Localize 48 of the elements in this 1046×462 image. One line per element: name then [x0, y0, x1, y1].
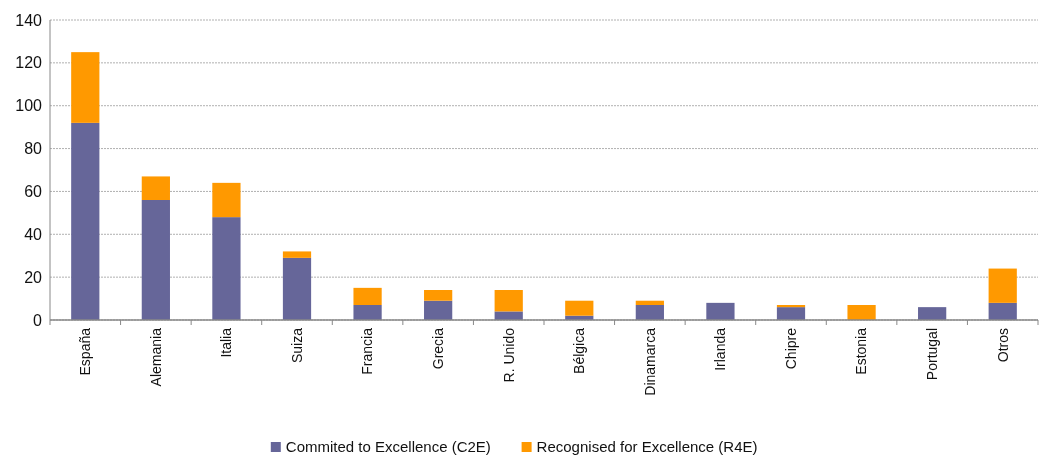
y-tick-label: 80: [24, 140, 43, 158]
y-tick-label: 100: [15, 97, 43, 115]
bar: [353, 305, 382, 320]
x-tick-label: Bélgica: [571, 327, 588, 374]
x-tick-label: Otros: [994, 328, 1011, 363]
x-tick-label: Chipre: [782, 327, 799, 370]
bar: [282, 251, 312, 258]
bar: [71, 122, 100, 320]
bar: [494, 290, 523, 312]
bar: [635, 305, 664, 320]
bar: [706, 302, 735, 320]
x-tick-label: Portugal: [924, 328, 941, 381]
y-tick-label: 20: [24, 268, 43, 286]
bar: [353, 287, 382, 305]
x-tick-label: R. Unido: [500, 327, 517, 383]
y-tick-label: 0: [33, 311, 43, 329]
bar: [141, 176, 170, 200]
bar: [776, 307, 806, 320]
bar: [776, 305, 806, 308]
x-tick-label: Irlanda: [712, 327, 729, 371]
bar: [847, 305, 876, 320]
bar: [988, 302, 1017, 320]
legend-label: Recognised for Excellence (R4E): [536, 438, 758, 455]
legend-label: Commited to Excellence (C2E): [285, 438, 491, 455]
bar: [565, 300, 594, 316]
bar: [212, 182, 241, 218]
x-tick-label: España: [77, 327, 94, 376]
bar: [988, 268, 1017, 303]
x-tick-label: Francia: [359, 327, 376, 375]
x-tick-label: Dinamarca: [641, 327, 658, 396]
bar: [424, 290, 453, 301]
x-tick-label: Italia: [218, 327, 235, 358]
x-tick-label: Alemania: [147, 327, 164, 387]
x-tick-label: Grecia: [430, 327, 447, 370]
y-tick-label: 60: [24, 183, 43, 201]
x-tick-label: Suiza: [288, 327, 305, 364]
y-tick-label: 40: [24, 225, 43, 243]
bar: [494, 311, 523, 320]
bar: [212, 217, 241, 320]
y-tick-label: 120: [15, 54, 43, 72]
bar: [141, 200, 170, 320]
bar: [635, 300, 664, 305]
y-tick-label: 140: [15, 11, 43, 29]
bar: [282, 257, 312, 320]
x-tick-label: Estonia: [853, 327, 870, 375]
bar: [71, 52, 100, 123]
bar: [424, 300, 453, 320]
bar: [918, 307, 947, 320]
